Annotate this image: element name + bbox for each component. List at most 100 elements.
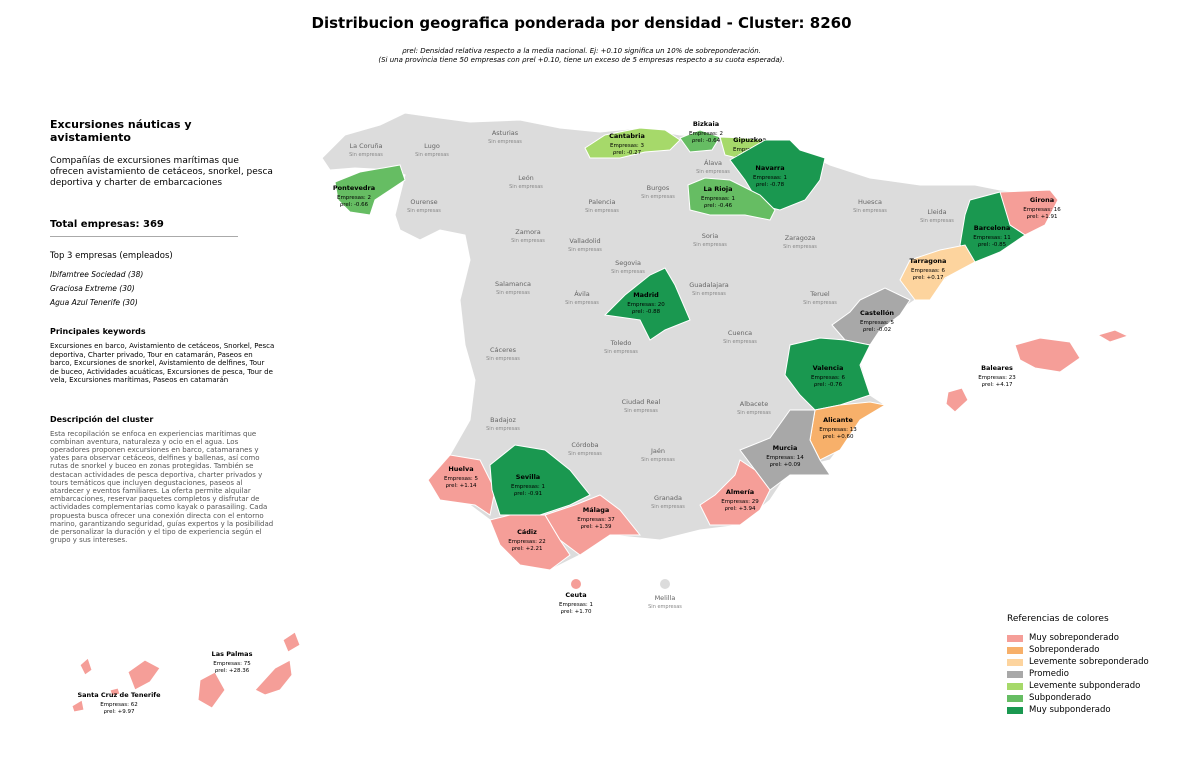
province-name: Alicante	[823, 416, 853, 424]
legend-swatch	[1007, 706, 1023, 714]
province-rho: ρrel: +28.36	[215, 668, 250, 674]
description: Esta recopilación se enfoca en experienc…	[50, 429, 274, 545]
province-count: Sin empresas	[611, 269, 645, 275]
legend-item: Muy sobreponderado	[1007, 632, 1149, 644]
province-name: La Rioja	[703, 185, 732, 193]
province-shape	[71, 699, 85, 713]
province-name: Málaga	[583, 506, 610, 514]
legend: Referencias de colores Muy sobreponderad…	[1007, 614, 1149, 716]
province-count: Sin empresas	[723, 339, 757, 345]
province-shape	[1096, 329, 1130, 343]
province-rho: ρrel: +1.39	[581, 524, 613, 530]
province-name: Gipuzkoa	[733, 136, 767, 144]
province-shape	[699, 459, 771, 526]
legend-swatch	[1007, 646, 1023, 654]
province-count: Empresas: 1	[511, 484, 545, 490]
legend-label: Muy sobreponderado	[1029, 633, 1119, 643]
province-count: Empresas: 3	[610, 143, 645, 149]
province-rho: ρrel: +4.17	[982, 382, 1014, 388]
province-count: Empresas: 22	[508, 539, 546, 545]
province-count: Empresas: 23	[978, 375, 1016, 381]
province-count: Sin empresas	[737, 410, 771, 416]
province-rho: ρrel: +1.70	[561, 609, 593, 615]
province-name: Murcia	[773, 444, 798, 452]
province-count: Sin empresas	[604, 349, 638, 355]
province-rho: ρrel: -0.88	[632, 309, 661, 315]
legend-swatch	[1007, 670, 1023, 678]
province-count: Empresas: 1	[753, 175, 787, 181]
province-count: Sin empresas	[641, 457, 675, 463]
province-shape	[945, 387, 969, 413]
province-shape	[584, 127, 681, 159]
legend-item: Subponderado	[1007, 692, 1149, 704]
province-name: Álava	[704, 158, 722, 167]
province-count: Empresas: 62	[100, 702, 138, 708]
province-name: Ourense	[410, 198, 437, 206]
province-rho: ρrel: +1.14	[446, 483, 478, 489]
province-name: Las Palmas	[212, 650, 253, 658]
legend-swatch	[1007, 682, 1023, 690]
top-heading: Top 3 empresas (empleados)	[50, 251, 173, 261]
province-shape	[660, 579, 670, 589]
legend-label: Promedio	[1029, 669, 1069, 679]
province-shape	[544, 494, 642, 556]
province-shape	[127, 659, 161, 691]
province-shape	[1014, 337, 1081, 373]
province-name: Ciudad Real	[622, 398, 661, 406]
province-shape	[282, 631, 301, 653]
province-shape	[899, 244, 976, 301]
province-name: Córdoba	[571, 441, 598, 449]
province-rho: ρrel: -0.78	[756, 182, 785, 188]
province-count: Empresas: 5	[444, 476, 479, 482]
province-shape	[679, 129, 721, 153]
panel-heading: Excursiones náuticas y avistamiento	[50, 118, 192, 144]
province-name: Navarra	[755, 164, 784, 172]
legend-item: Levemente sobreponderado	[1007, 656, 1149, 668]
province-shape	[109, 687, 121, 697]
province-name: La Coruña	[349, 142, 382, 150]
province-name: Almería	[726, 488, 754, 496]
province-count: Empresas: 14	[766, 455, 804, 461]
province-name: Jaén	[650, 447, 665, 455]
keywords-heading: Principales keywords	[50, 327, 146, 336]
province-count: Sin empresas	[565, 300, 599, 306]
province-count: Sin empresas	[486, 426, 520, 432]
top-item: Agua Azul Tenerife (30)	[50, 298, 138, 307]
province-name: Santa Cruz de Tenerife	[77, 691, 161, 699]
legend-item: Muy subponderado	[1007, 704, 1149, 716]
province-name: Valladolid	[569, 237, 600, 245]
province-rho: ρrel: -0.91	[514, 491, 542, 497]
province-count: Sin empresas	[783, 244, 817, 250]
province-count: Empresas: 6	[911, 268, 946, 274]
province-count: Sin empresas	[511, 238, 545, 244]
province-rho: ρrel: +1.91	[1027, 214, 1058, 220]
province-shape	[784, 337, 871, 411]
province-rho: ρrel: +2.21	[512, 546, 543, 552]
province-count: Empresas: 37	[577, 517, 615, 523]
province-rho: ρrel: -0.02	[863, 327, 891, 333]
province-count: Sin empresas	[853, 208, 887, 214]
province-count: Empresas: 16	[1023, 207, 1061, 213]
province-name: Guadalajara	[689, 281, 728, 289]
top-item: Ibifamtree Sociedad (38)	[50, 270, 144, 279]
province-name: Ceuta	[565, 591, 586, 599]
keywords: Excursiones en barco, Avistamiento de ce…	[50, 342, 275, 384]
province-shape	[687, 177, 776, 221]
province-name: Tarragona	[910, 257, 947, 265]
province-name: Burgos	[647, 184, 670, 192]
province-count: Sin empresas	[568, 247, 602, 253]
province-shape	[489, 514, 571, 571]
legend-label: Subponderado	[1029, 693, 1092, 703]
province-name: Zaragoza	[785, 234, 816, 242]
province-count: Sin empresas	[696, 169, 730, 175]
legend-swatch	[1007, 694, 1023, 702]
province-name: Segovia	[615, 259, 641, 267]
province-count: Empresas: 11	[973, 235, 1011, 241]
province-rho: ρrel: +0.09	[770, 462, 802, 468]
province-shape	[79, 657, 93, 676]
province-shape	[427, 454, 496, 516]
province-name: Albacete	[740, 400, 768, 408]
info-panel: Excursiones náuticas y avistamiento Comp…	[50, 118, 275, 544]
province-rho: ρrel: -0.85	[978, 242, 1007, 248]
legend-title: Referencias de colores	[1007, 614, 1109, 624]
